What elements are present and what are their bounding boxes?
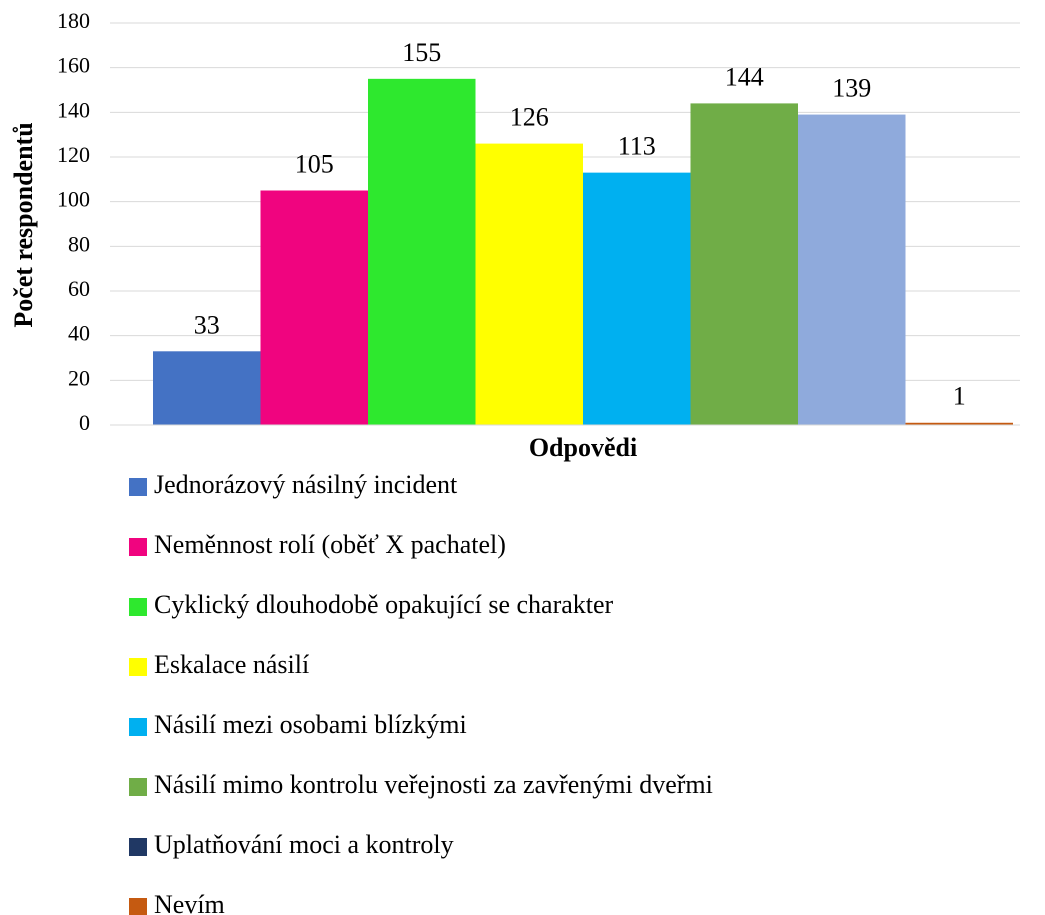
value-label: 113 <box>618 132 656 161</box>
legend-label: Násilí mezi osobami blízkými <box>154 710 467 739</box>
legend-swatch <box>129 478 147 496</box>
y-tick-label: 180 <box>57 8 90 33</box>
bar <box>153 351 261 425</box>
y-tick-label: 0 <box>79 410 90 435</box>
y-tick-label: 120 <box>57 142 90 167</box>
y-tick-label: 60 <box>68 276 90 301</box>
legend-label: Eskalace násilí <box>154 650 309 679</box>
legend-swatch <box>129 598 147 616</box>
legend-label: Neměnnost rolí (oběť X pachatel) <box>154 530 506 559</box>
legend-swatch <box>129 658 147 676</box>
y-tick-label: 160 <box>57 53 90 78</box>
value-label: 155 <box>402 38 441 67</box>
legend-swatch <box>129 898 147 915</box>
legend-label: Uplatňování moci a kontroly <box>154 830 454 859</box>
y-tick-label: 20 <box>68 365 90 390</box>
value-label: 144 <box>725 62 764 91</box>
bar <box>905 422 1013 425</box>
bar <box>690 103 798 426</box>
value-label: 1 <box>953 382 966 411</box>
legend-label: Cyklický dlouhodobě opakující se charakt… <box>154 590 614 619</box>
y-axis-title: Počet respondentů <box>9 122 38 327</box>
bar <box>368 78 476 425</box>
bar <box>798 114 906 426</box>
legend-label: Nevím <box>154 890 225 915</box>
value-label: 139 <box>832 74 871 103</box>
value-label: 33 <box>194 310 220 339</box>
legend-swatch <box>129 538 147 556</box>
y-tick-label: 140 <box>57 97 90 122</box>
value-label: 105 <box>295 149 334 178</box>
y-tick-label: 80 <box>68 231 90 256</box>
legend-label: Násilí mimo kontrolu veřejnosti za zavře… <box>154 770 713 799</box>
y-tick-label: 100 <box>57 187 90 212</box>
value-label: 126 <box>510 103 549 132</box>
legend-swatch <box>129 718 147 736</box>
y-tick-label: 40 <box>68 321 90 346</box>
bar <box>475 143 583 425</box>
legend-swatch <box>129 778 147 796</box>
bar <box>583 172 691 425</box>
x-axis-title: Odpovědi <box>529 433 637 462</box>
legend-label: Jednorázový násilný incident <box>154 470 458 499</box>
legend-swatch <box>129 838 147 856</box>
bar <box>260 190 368 425</box>
